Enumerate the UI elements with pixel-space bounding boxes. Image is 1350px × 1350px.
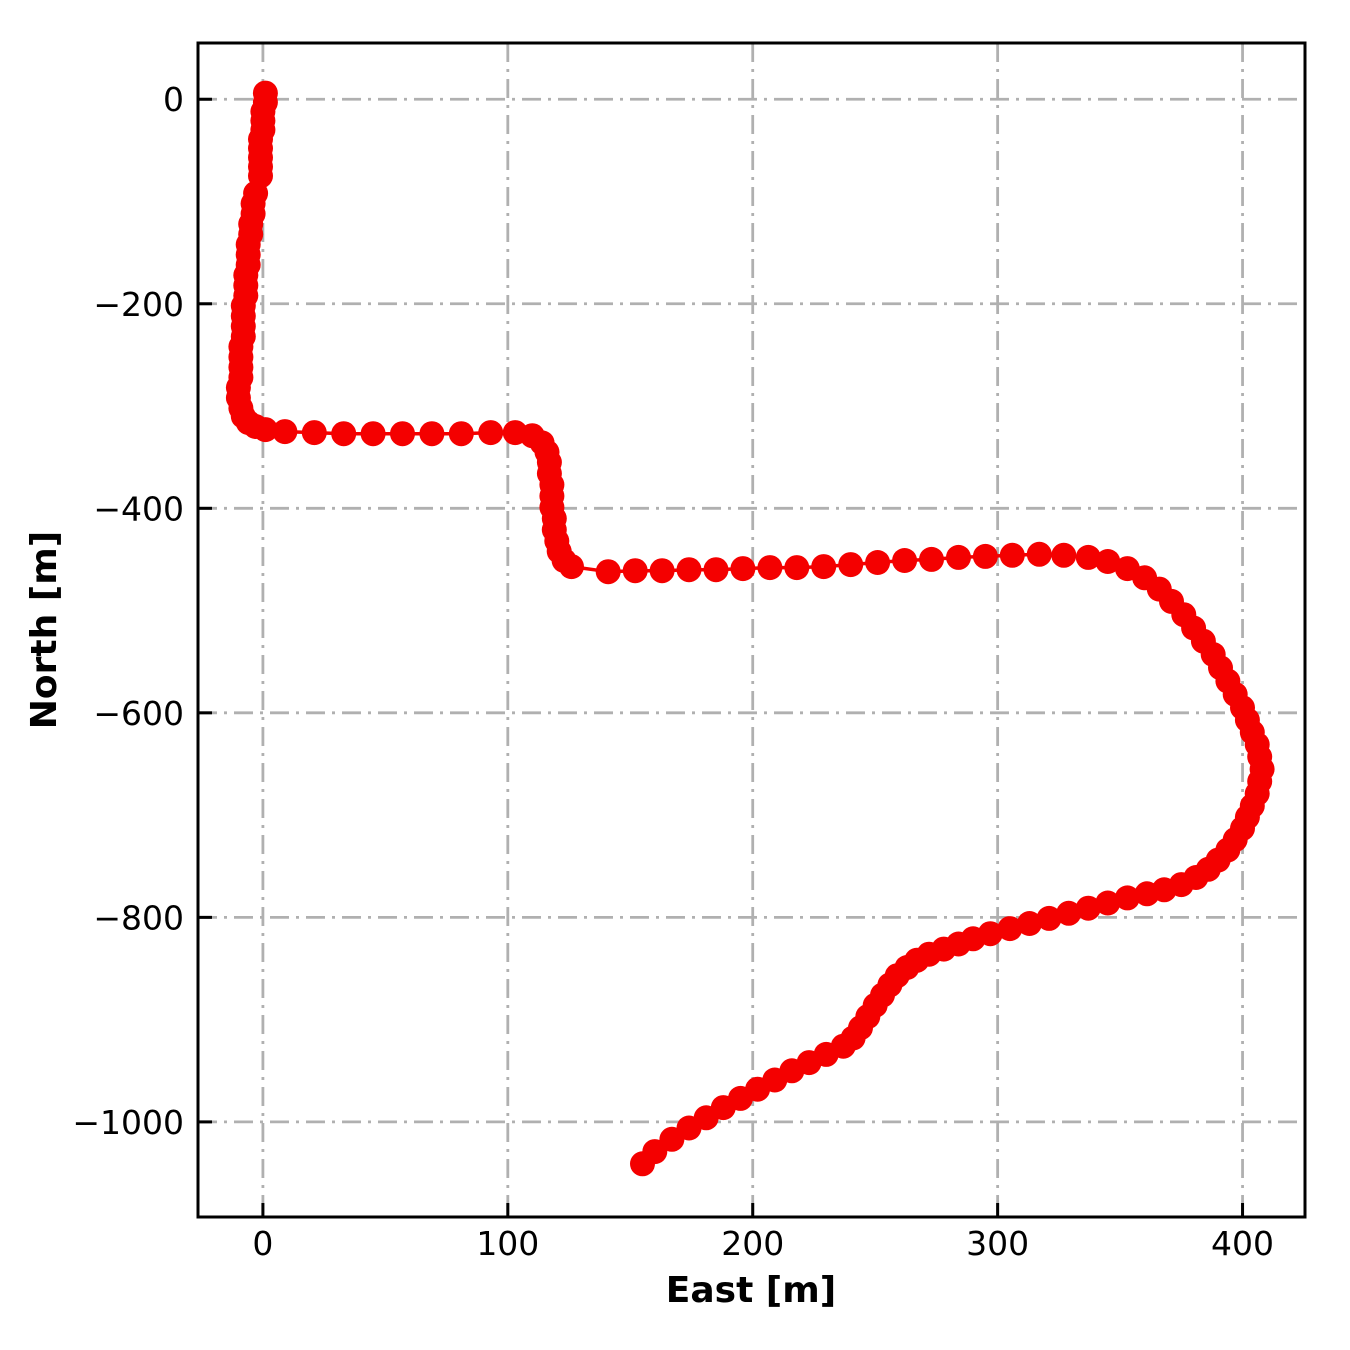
data-point — [478, 420, 504, 446]
y-tick-label: −200 — [93, 285, 184, 324]
data-point — [331, 421, 357, 447]
data-point — [252, 417, 278, 443]
data-point — [784, 555, 810, 581]
data-point — [1095, 890, 1121, 916]
data-point — [1026, 541, 1052, 567]
data-point — [390, 421, 415, 447]
data-point — [757, 555, 783, 581]
data-point — [838, 552, 864, 578]
data-point — [595, 559, 621, 585]
data-point — [811, 554, 837, 580]
trajectory-series — [225, 80, 1275, 1177]
y-tick-label: 0 — [163, 80, 184, 119]
data-point — [703, 557, 729, 583]
data-point — [1036, 905, 1062, 931]
data-point — [1051, 542, 1077, 568]
data-point — [1075, 895, 1101, 921]
data-point — [649, 558, 675, 584]
data-point — [972, 543, 998, 569]
tick-layer — [198, 97, 1245, 1217]
data-point — [919, 546, 944, 572]
x-axis-label: East [m] — [666, 1270, 836, 1311]
x-tick-label: 200 — [721, 1224, 784, 1263]
x-tick-label: 100 — [476, 1224, 539, 1263]
x-tick-label: 300 — [966, 1224, 1029, 1263]
data-point — [272, 419, 298, 445]
y-tick-label: −600 — [93, 694, 184, 733]
data-point — [301, 420, 327, 446]
data-point — [1075, 544, 1101, 570]
y-tick-label: −400 — [93, 489, 184, 528]
tick-label-layer: 0 100 200 300 400 0 −200 −400 −600 −800 −1000 — [72, 80, 1274, 1263]
data-point — [946, 544, 971, 570]
data-point — [622, 558, 648, 584]
data-point — [360, 421, 386, 447]
data-point — [559, 554, 584, 580]
data-point — [865, 550, 891, 575]
data-point — [676, 557, 702, 583]
data-point — [892, 548, 918, 573]
data-point — [448, 421, 474, 447]
x-tick-label: 400 — [1211, 1224, 1274, 1263]
data-point — [730, 556, 756, 582]
y-tick-label: −1000 — [72, 1103, 184, 1142]
data-point — [999, 542, 1025, 568]
data-point — [1056, 900, 1082, 926]
data-point — [1095, 549, 1121, 574]
x-tick-label: 0 — [252, 1224, 273, 1263]
data-point — [1114, 885, 1140, 911]
grid-layer — [198, 43, 1305, 1217]
data-point — [1134, 881, 1160, 907]
data-point — [1017, 911, 1042, 936]
data-point — [997, 916, 1023, 942]
y-tick-label: −800 — [93, 898, 184, 937]
y-axis-label: North [m] — [24, 531, 65, 729]
data-point — [630, 1151, 655, 1177]
data-point — [419, 421, 445, 447]
